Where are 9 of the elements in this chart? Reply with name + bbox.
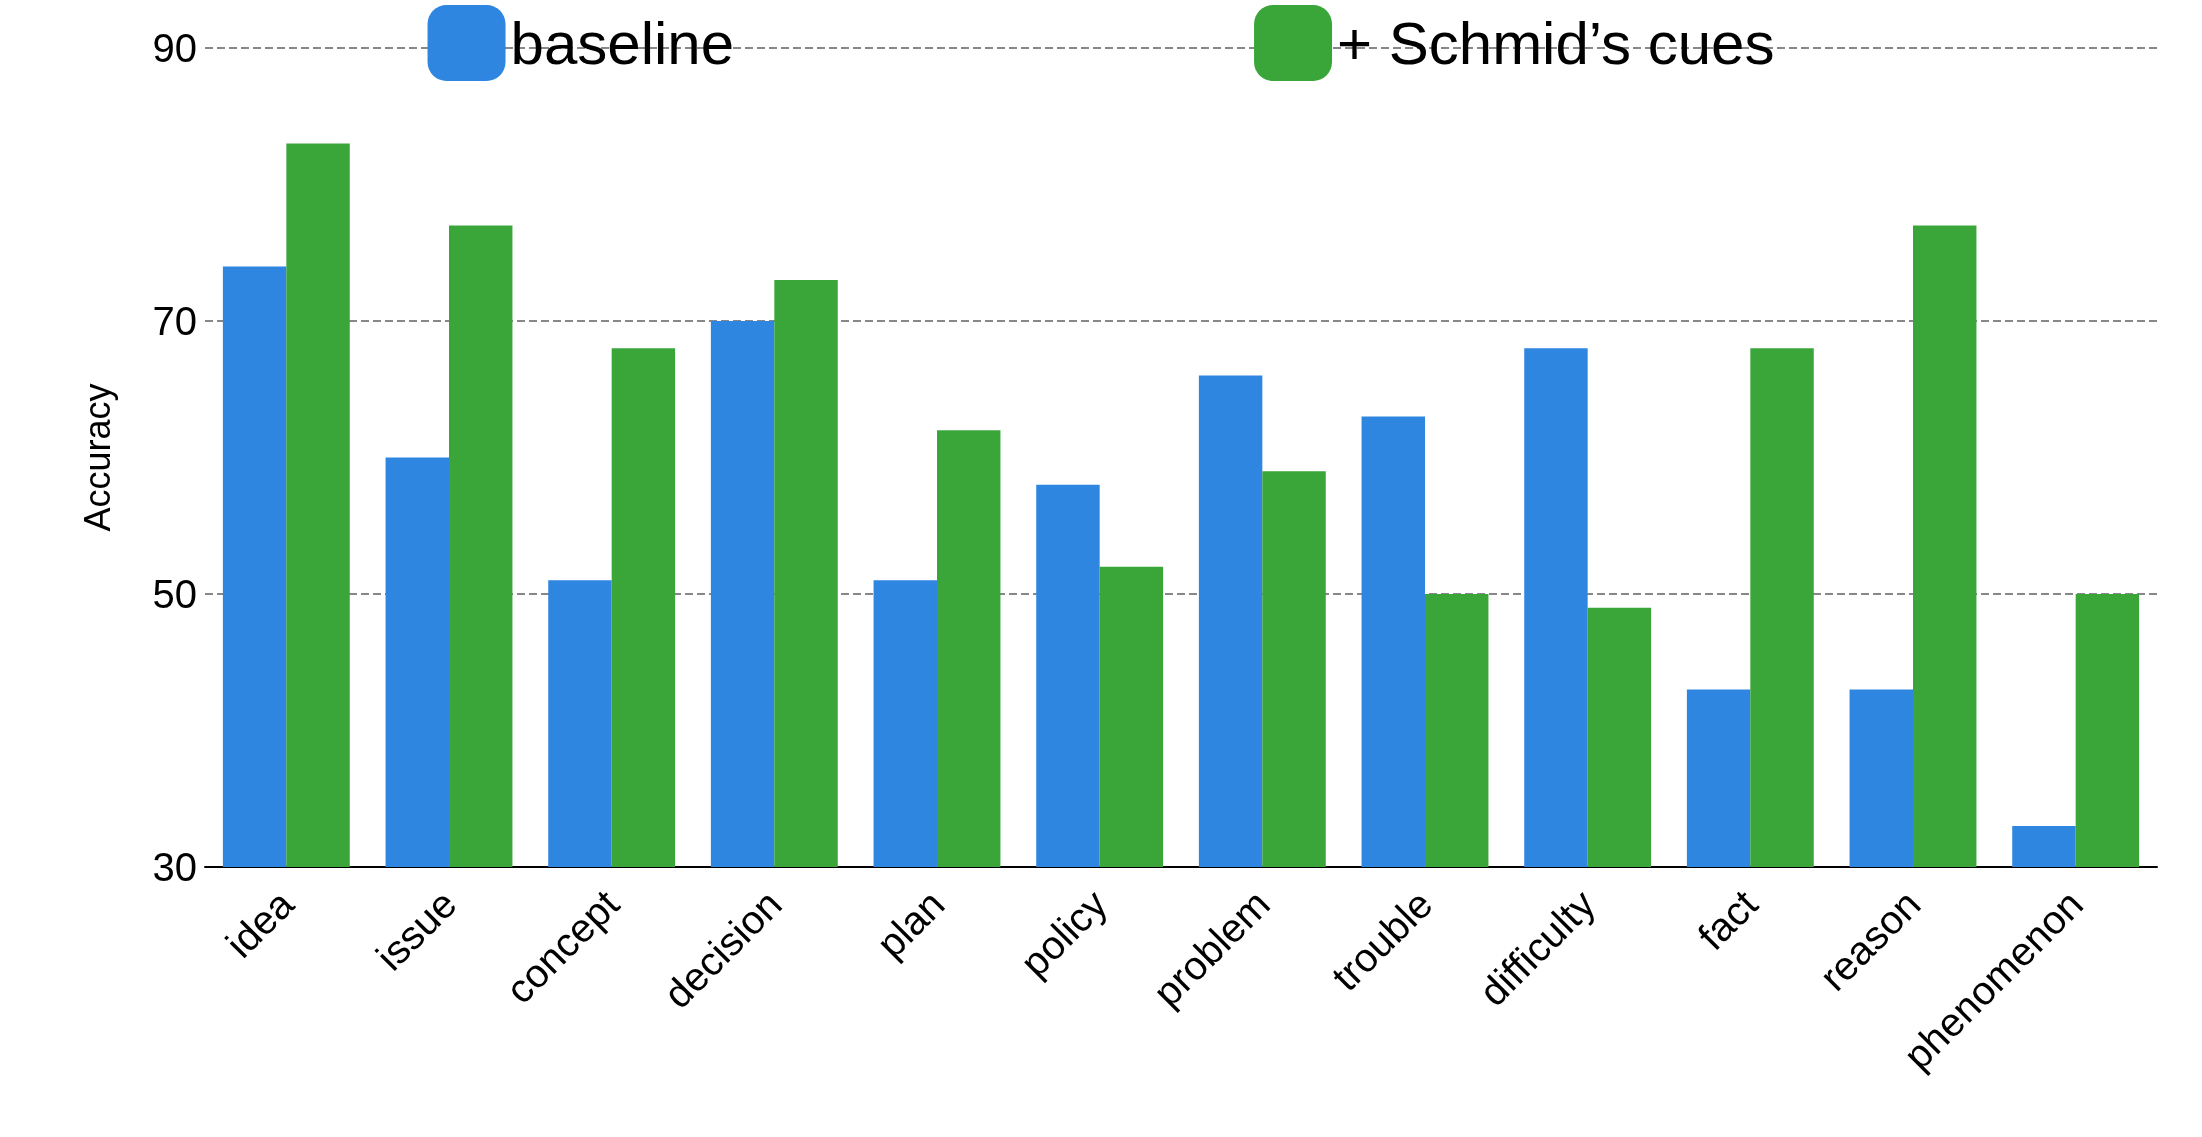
y-axis-title: Accuracy xyxy=(76,383,118,532)
x-tick-label: idea xyxy=(217,880,303,967)
y-tick-label: 30 xyxy=(152,845,197,889)
x-tick-label: fact xyxy=(1689,881,1766,959)
legend-label: + Schmid’s cues xyxy=(1337,9,1775,77)
y-tick-label: 90 xyxy=(152,26,197,70)
y-tick-label: 50 xyxy=(152,572,197,616)
legend-label: baseline xyxy=(510,9,735,77)
y-tick-label: 70 xyxy=(152,299,197,343)
